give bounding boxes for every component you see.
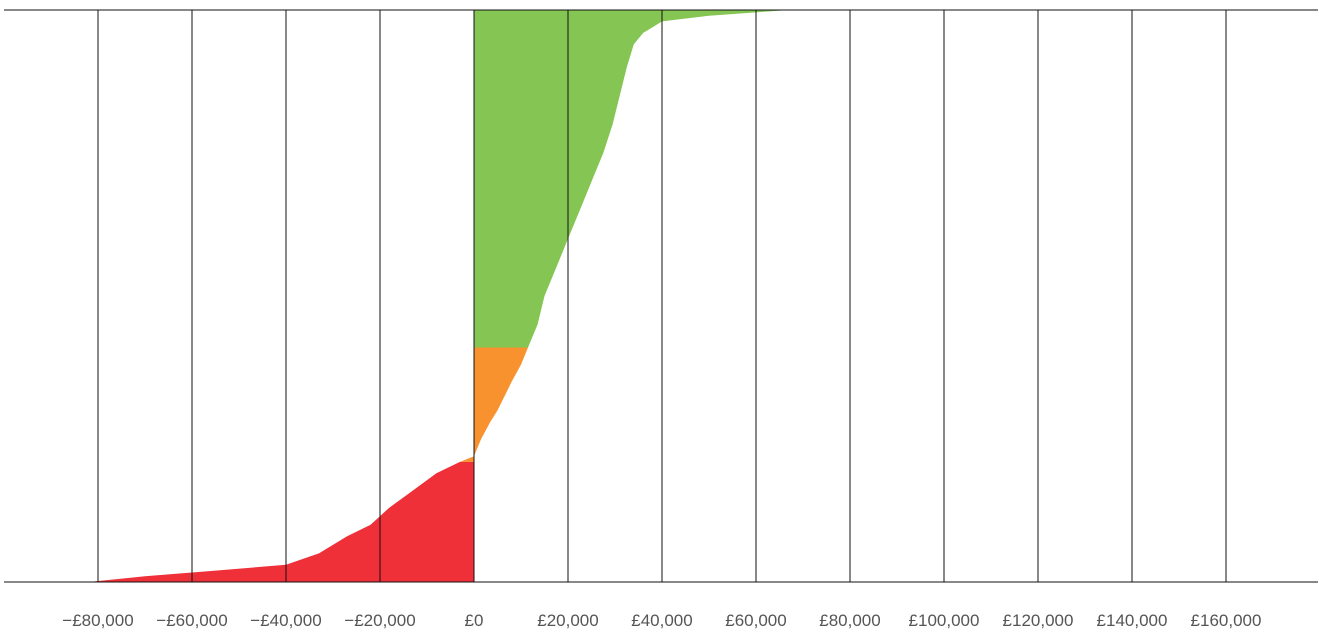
area-region-3 — [474, 10, 789, 348]
x-tick-label: £20,000 — [537, 611, 598, 630]
x-tick-label: £60,000 — [725, 611, 786, 630]
x-tick-label: −£60,000 — [156, 611, 227, 630]
chart-tick-labels: −£80,000 −£60,000 −£40,000 −£20,000 £0 £20,00… — [62, 611, 1261, 630]
chart-gridlines — [4, 9, 1318, 583]
x-tick-label: −£20,000 — [344, 611, 415, 630]
x-tick-label: £120,000 — [1003, 611, 1074, 630]
area-region-1 — [88, 461, 474, 582]
x-tick-label: £0 — [465, 611, 484, 630]
chart-areas — [88, 10, 789, 582]
area-region-2 — [459, 347, 528, 462]
x-tick-label: −£80,000 — [62, 611, 133, 630]
x-tick-label: £40,000 — [631, 611, 692, 630]
x-tick-label: £140,000 — [1097, 611, 1168, 630]
x-tick-label: £160,000 — [1191, 611, 1262, 630]
x-tick-label: −£40,000 — [250, 611, 321, 630]
x-tick-label: £80,000 — [819, 611, 880, 630]
x-tick-label: £100,000 — [909, 611, 980, 630]
